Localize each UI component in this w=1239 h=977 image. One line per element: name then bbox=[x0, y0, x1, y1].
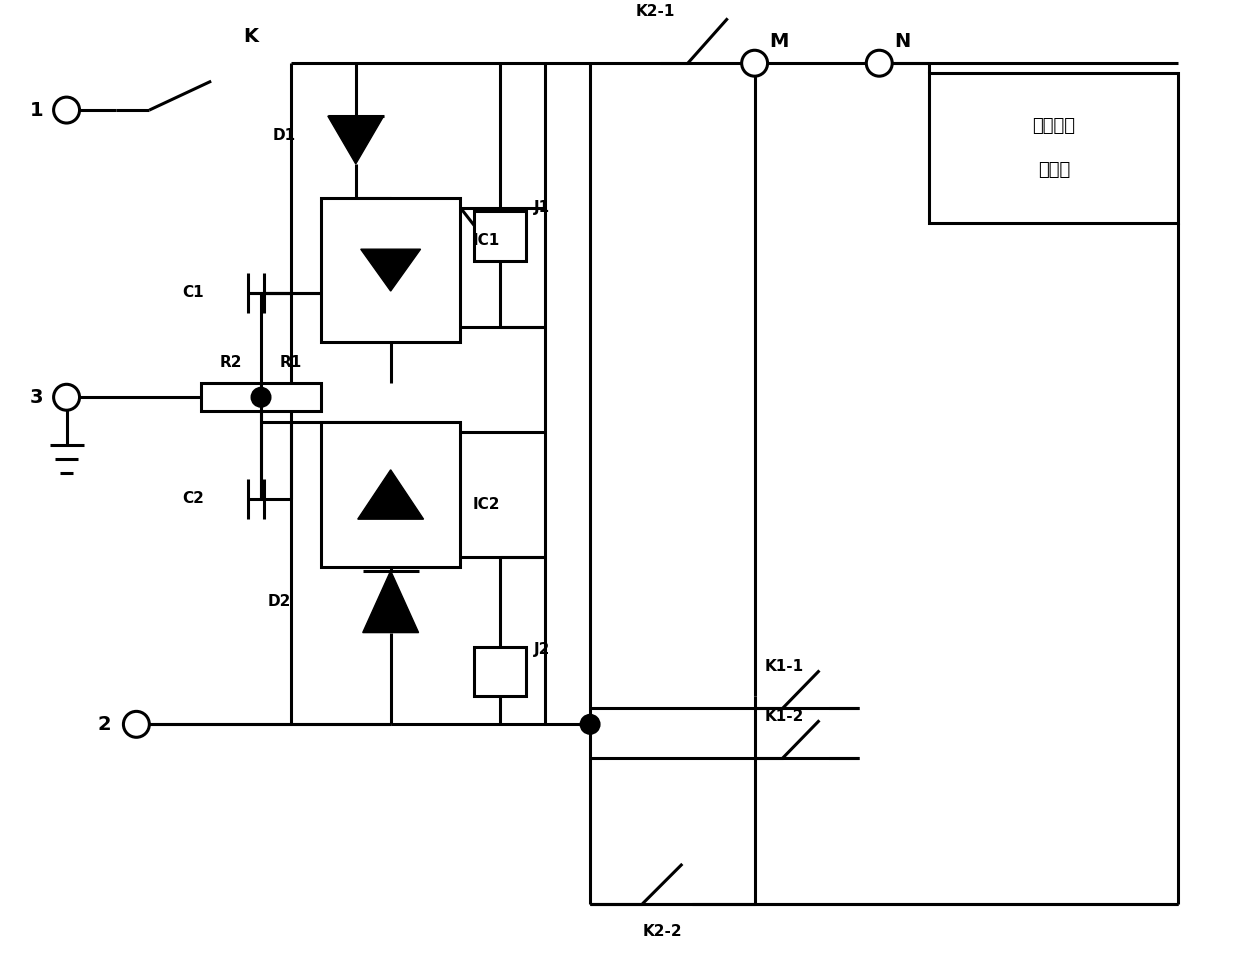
Text: C1: C1 bbox=[182, 285, 204, 300]
Circle shape bbox=[742, 50, 768, 76]
Bar bbox=[321, 197, 461, 342]
Text: 可控硅充: 可控硅充 bbox=[1032, 117, 1075, 135]
Text: IC1: IC1 bbox=[472, 233, 499, 248]
Text: 电电路: 电电路 bbox=[1037, 161, 1070, 179]
Circle shape bbox=[581, 715, 600, 734]
Circle shape bbox=[866, 50, 892, 76]
Text: 3: 3 bbox=[30, 388, 43, 406]
Bar bbox=[321, 422, 461, 567]
Circle shape bbox=[124, 711, 150, 738]
Text: J2: J2 bbox=[534, 642, 550, 658]
Bar bbox=[475, 647, 527, 697]
Text: 2: 2 bbox=[98, 715, 112, 734]
Circle shape bbox=[53, 97, 79, 123]
Bar bbox=[201, 383, 261, 411]
Text: D1: D1 bbox=[273, 128, 296, 143]
Text: K: K bbox=[244, 26, 259, 46]
Text: K1-2: K1-2 bbox=[764, 709, 804, 724]
Polygon shape bbox=[358, 470, 424, 519]
Text: C2: C2 bbox=[182, 491, 204, 506]
Text: R1: R1 bbox=[280, 355, 302, 370]
Text: J1: J1 bbox=[534, 200, 550, 215]
Text: IC2: IC2 bbox=[472, 497, 499, 512]
Circle shape bbox=[252, 388, 270, 406]
Bar bbox=[261, 383, 321, 411]
Polygon shape bbox=[328, 116, 384, 164]
Circle shape bbox=[53, 384, 79, 410]
Text: K1-1: K1-1 bbox=[764, 659, 804, 674]
Bar bbox=[929, 73, 1178, 223]
Text: D2: D2 bbox=[268, 594, 291, 610]
Text: M: M bbox=[769, 32, 789, 51]
Polygon shape bbox=[363, 571, 419, 632]
Text: K2-2: K2-2 bbox=[643, 924, 683, 939]
Bar bbox=[475, 211, 527, 261]
Text: R2: R2 bbox=[219, 355, 243, 370]
Polygon shape bbox=[361, 249, 420, 291]
Text: N: N bbox=[895, 32, 911, 51]
Text: K2-1: K2-1 bbox=[636, 4, 674, 19]
Text: 1: 1 bbox=[30, 101, 43, 119]
